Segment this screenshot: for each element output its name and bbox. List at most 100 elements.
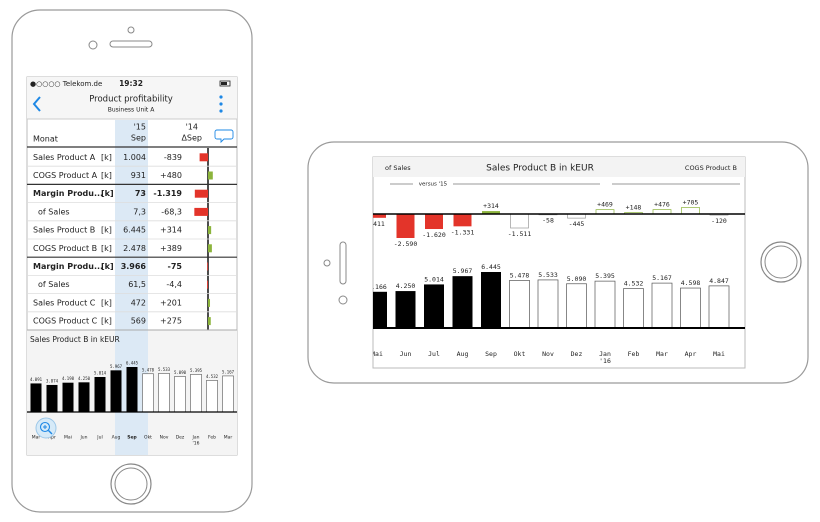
row-value: 1.004: [123, 153, 146, 162]
sales-bar: [142, 373, 154, 413]
row-delta: +201: [160, 298, 182, 307]
delta-label: +469: [597, 201, 613, 209]
row-name: COGS Product C: [33, 317, 98, 326]
row-value: 569: [131, 317, 146, 326]
menu-button[interactable]: [219, 95, 223, 113]
delta-label: -58: [542, 217, 554, 225]
delta-bar: [373, 214, 386, 218]
category-label: Dez: [571, 350, 583, 358]
category-label: '16: [193, 441, 200, 447]
row-name: Margin Produ...: [33, 189, 103, 198]
delta-caption: versus '15: [419, 182, 448, 188]
value-label: 5.395: [595, 272, 615, 280]
value-label: 5.090: [567, 275, 587, 283]
row-delta: +389: [160, 244, 182, 253]
value-label: 5.478: [510, 271, 530, 279]
delta-bar: [199, 153, 208, 162]
value-label: 4.532: [206, 374, 219, 379]
value-label: 4.250: [396, 282, 416, 290]
sales-bar: [30, 383, 42, 412]
delta-label: -1.331: [451, 228, 475, 236]
category-label: Nov: [160, 435, 169, 441]
delta-bar: [482, 211, 500, 214]
sales-bar: [680, 287, 701, 329]
category-label: Feb: [208, 435, 216, 441]
top-bar: [27, 77, 237, 119]
sales-bar: [537, 279, 559, 329]
row-unit: [k]: [101, 189, 114, 198]
sales-bar: [206, 380, 218, 413]
row-unit: [k]: [101, 226, 112, 235]
time: 19:32: [119, 79, 143, 88]
delta-bar: [208, 226, 212, 235]
row-unit: [k]: [101, 262, 114, 271]
portrait-screen: ●○○○○ Telekom.de 19:32 Product profitabi…: [27, 77, 237, 455]
category-label: Mai: [371, 350, 383, 358]
right-link[interactable]: COGS Product B: [685, 164, 737, 172]
sales-bar: [174, 376, 186, 413]
value-label: 5.014: [424, 275, 444, 283]
value-label: 5.967: [110, 364, 123, 369]
back-button[interactable]: [32, 96, 41, 112]
row-delta: +314: [160, 226, 182, 235]
row-name: Sales Product C: [33, 298, 96, 307]
row-value: 472: [131, 298, 146, 307]
category-label: '16: [599, 357, 611, 365]
landscape-title: Sales Product B in kEUR: [486, 164, 594, 174]
delta-bar: [194, 189, 208, 198]
category-label: Mai: [64, 435, 72, 441]
value-label: 6.445: [481, 263, 501, 271]
category-label: Jan: [599, 350, 611, 358]
category-label: Nov: [542, 350, 554, 358]
row-value: 6.445: [123, 226, 146, 235]
sales-bar: [126, 367, 138, 412]
header-subtitle: Business Unit A: [108, 107, 155, 114]
sales-bar: [594, 280, 616, 329]
value-label: 4.198: [62, 376, 75, 381]
header-title: Product profitability: [89, 95, 173, 105]
row-value: 61,5: [128, 280, 146, 289]
sales-bar: [158, 373, 170, 413]
value-label: 5.014: [94, 370, 107, 375]
category-label: Aug: [457, 350, 469, 358]
row-value: 931: [131, 171, 146, 180]
value-label: 6.445: [126, 361, 139, 366]
category-label: Mar: [224, 435, 233, 441]
category-label: Mai: [713, 350, 725, 358]
sales-bar: [651, 282, 673, 329]
row-unit: [k]: [101, 298, 112, 307]
row-delta: -1.319: [153, 189, 182, 198]
row-delta: +480: [160, 171, 182, 180]
delta-bar: [396, 214, 415, 238]
sales-bar: [110, 370, 122, 412]
delta-label: -1.511: [508, 230, 532, 238]
value-label: 5.478: [142, 367, 155, 372]
zoom-button[interactable]: [35, 417, 57, 439]
value-label: 5.533: [538, 271, 558, 279]
sales-bar: [46, 384, 58, 412]
category-label: Apr: [685, 350, 697, 358]
category-label: Dez: [176, 435, 185, 441]
delta-bar: [207, 280, 208, 289]
chart-title: Sales Product B in kEUR: [30, 335, 120, 344]
caption-bg: [413, 180, 453, 188]
value-label: 5.167: [222, 369, 235, 374]
row-value: 3.966: [121, 262, 147, 271]
value-label: 5.533: [158, 367, 171, 372]
row-delta: +275: [160, 317, 182, 326]
battery-level: [221, 82, 227, 85]
category-label: Sep: [127, 435, 137, 441]
category-label: Sep: [485, 350, 497, 358]
sales-bar: [222, 375, 234, 413]
category-label: Okt: [144, 435, 152, 441]
value-label: 4.532: [624, 280, 644, 288]
delta-bar: [681, 207, 700, 215]
sales-bar: [424, 284, 444, 328]
category-label: Mar: [32, 435, 41, 441]
sales-bar: [623, 288, 644, 329]
delta-bar: [510, 213, 529, 229]
comment-button[interactable]: [214, 129, 234, 144]
left-link[interactable]: of Sales: [385, 164, 411, 172]
row-name: Sales Product B: [33, 226, 95, 235]
row-unit: [k]: [101, 153, 112, 162]
